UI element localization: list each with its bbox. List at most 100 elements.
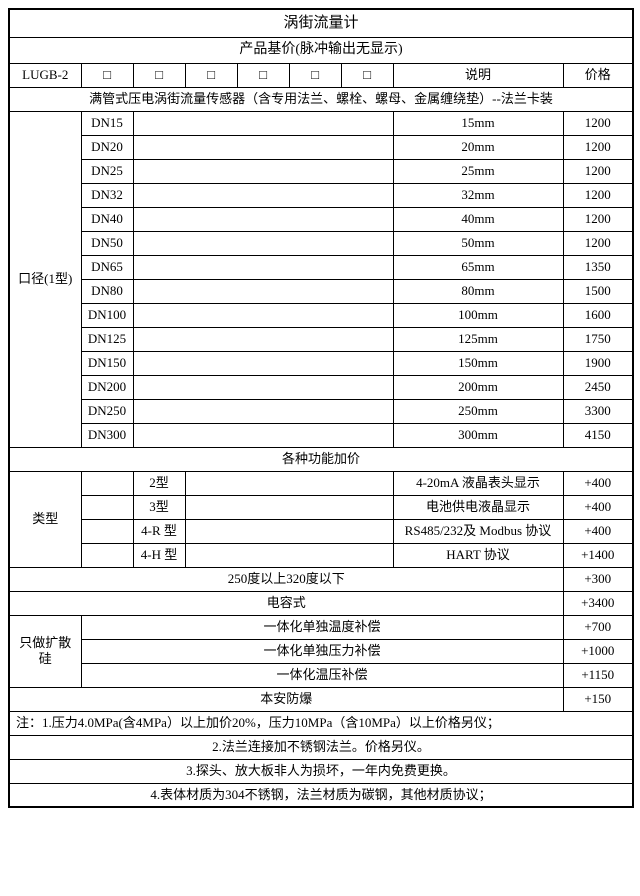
price-cell: 1350	[563, 255, 633, 279]
table-row: DN250 250mm3300	[9, 399, 633, 423]
blank-cell	[81, 471, 133, 495]
dn-cell: DN150	[81, 351, 133, 375]
price-cell: +400	[563, 495, 633, 519]
price-cell: 1200	[563, 231, 633, 255]
type-desc: 4-20mA 液晶表头显示	[393, 471, 563, 495]
type-cell: 2型	[133, 471, 185, 495]
box-cell: □	[237, 63, 289, 87]
blank-cell	[133, 159, 393, 183]
description-row: 满管式压电涡街流量传感器（含专用法兰、螺栓、螺母、金属缠绕垫）--法兰卡装	[9, 87, 633, 111]
box-cell: □	[133, 63, 185, 87]
mm-cell: 150mm	[393, 351, 563, 375]
extra-row: 250度以上320度以下+300	[9, 567, 633, 591]
table-row: DN3232mm1200	[9, 183, 633, 207]
blank-cell	[133, 183, 393, 207]
price-cell: +1150	[563, 663, 633, 687]
mm-cell: 50mm	[393, 231, 563, 255]
type-row: 4-R 型RS485/232及 Modbus 协议+400	[9, 519, 633, 543]
blank-cell	[133, 327, 393, 351]
dn-cell: DN80	[81, 279, 133, 303]
type-label: 类型	[9, 471, 81, 567]
diff-row: 一体化温压补偿+1150	[9, 663, 633, 687]
table-row: 口径(1型) DN15 15mm 1200	[9, 111, 633, 135]
price-cell: +400	[563, 471, 633, 495]
code-cell: LUGB-2	[9, 63, 81, 87]
caliber-label: 口径(1型)	[9, 111, 81, 447]
diff-row: 一体化单独压力补偿+1000	[9, 639, 633, 663]
price-cell: +1400	[563, 543, 633, 567]
mm-cell: 65mm	[393, 255, 563, 279]
diff-desc: 一体化温压补偿	[81, 663, 563, 687]
price-cell: 1200	[563, 111, 633, 135]
type-cell: 4-R 型	[133, 519, 185, 543]
blank-cell	[133, 303, 393, 327]
table-row: DN2020mm1200	[9, 135, 633, 159]
blank-cell	[133, 351, 393, 375]
table-title: 涡街流量计	[9, 9, 633, 37]
dn-cell: DN250	[81, 399, 133, 423]
dn-cell: DN15	[81, 111, 133, 135]
type-desc: HART 协议	[393, 543, 563, 567]
price-cell: +700	[563, 615, 633, 639]
dn-cell: DN100	[81, 303, 133, 327]
price-cell: 4150	[563, 423, 633, 447]
mm-cell: 250mm	[393, 399, 563, 423]
price-cell: +150	[563, 687, 633, 711]
dn-cell: DN50	[81, 231, 133, 255]
blank-cell	[81, 495, 133, 519]
mm-cell: 25mm	[393, 159, 563, 183]
price-cell: 1200	[563, 135, 633, 159]
price-header: 价格	[563, 63, 633, 87]
blank-cell	[185, 471, 393, 495]
table-row: DN40 40mm1200	[9, 207, 633, 231]
blank-cell	[133, 423, 393, 447]
price-cell: 1200	[563, 207, 633, 231]
box-cell: □	[341, 63, 393, 87]
table-row: DN6565mm1350	[9, 255, 633, 279]
diff-desc: 一体化单独温度补偿	[81, 615, 563, 639]
price-table: 涡街流量计 产品基价(脉冲输出无显示) LUGB-2 □ □ □ □ □ □ 说…	[8, 8, 634, 808]
diff-row: 只做扩散硅 一体化单独温度补偿 +700	[9, 615, 633, 639]
type-cell: 4-H 型	[133, 543, 185, 567]
type-cell: 3型	[133, 495, 185, 519]
func-title: 各种功能加价	[9, 447, 633, 471]
dn-cell: DN40	[81, 207, 133, 231]
mm-cell: 125mm	[393, 327, 563, 351]
price-cell: 3300	[563, 399, 633, 423]
price-cell: 1750	[563, 327, 633, 351]
dn-cell: DN300	[81, 423, 133, 447]
price-cell: +1000	[563, 639, 633, 663]
box-cell: □	[289, 63, 341, 87]
type-row: 4-H 型 HART 协议+1400	[9, 543, 633, 567]
table-row: DN300 300mm4150	[9, 423, 633, 447]
mm-cell: 15mm	[393, 111, 563, 135]
dn-cell: DN20	[81, 135, 133, 159]
box-cell: □	[81, 63, 133, 87]
mm-cell: 300mm	[393, 423, 563, 447]
mm-cell: 200mm	[393, 375, 563, 399]
safe-row: 本安防爆+150	[9, 687, 633, 711]
blank-cell	[133, 111, 393, 135]
type-row: 3型电池供电液晶显示+400	[9, 495, 633, 519]
extra-desc: 电容式	[9, 591, 563, 615]
box-cell: □	[185, 63, 237, 87]
blank-cell	[133, 399, 393, 423]
blank-cell	[185, 543, 393, 567]
table-row: DN150150mm1900	[9, 351, 633, 375]
note-row: 4.表体材质为304不锈钢，法兰材质为碳钢，其他材质协议；	[9, 783, 633, 807]
table-row: DN8080mm1500	[9, 279, 633, 303]
diff-desc: 一体化单独压力补偿	[81, 639, 563, 663]
mm-cell: 40mm	[393, 207, 563, 231]
blank-cell	[133, 375, 393, 399]
table-row: DN100100mm1600	[9, 303, 633, 327]
table-row: DN2525mm1200	[9, 159, 633, 183]
blank-cell	[81, 543, 133, 567]
mm-cell: 100mm	[393, 303, 563, 327]
blank-cell	[133, 207, 393, 231]
price-cell: 1200	[563, 159, 633, 183]
note-row: 注：1.压力4.0MPa(含4MPa）以上加价20%，压力10MPa（含10MP…	[9, 711, 633, 735]
price-cell: 2450	[563, 375, 633, 399]
blank-cell	[185, 495, 393, 519]
explain-header: 说明	[393, 63, 563, 87]
dn-cell: DN32	[81, 183, 133, 207]
